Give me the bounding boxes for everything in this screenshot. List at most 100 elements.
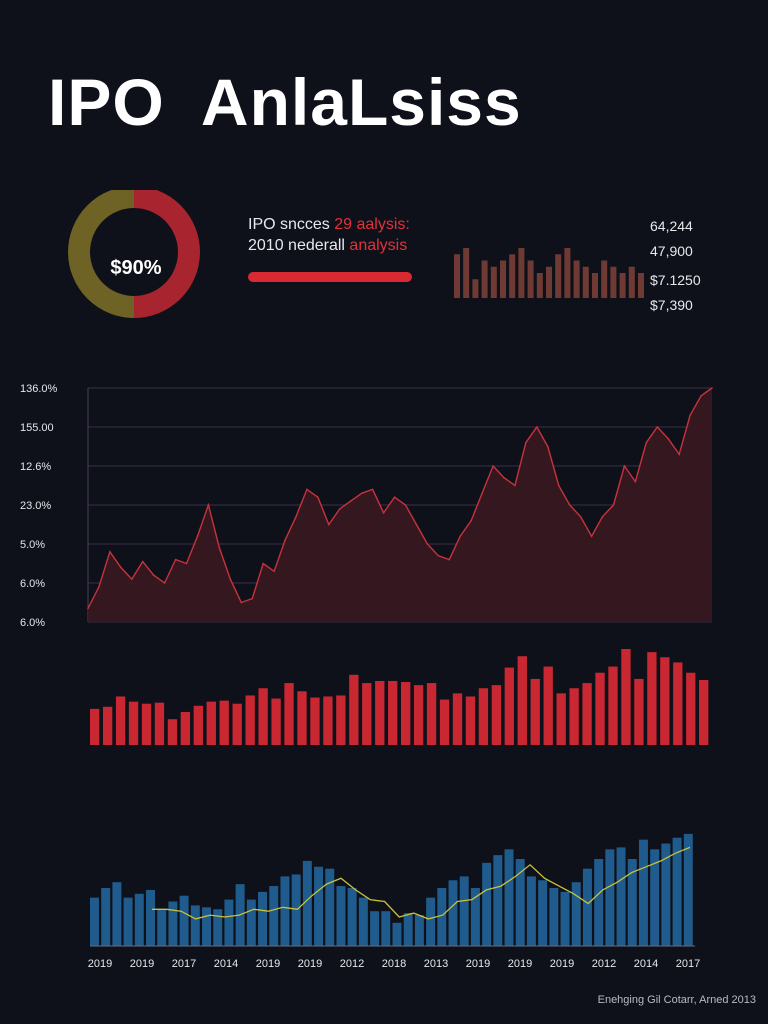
x-tick-label: 2019: [298, 958, 322, 970]
mini-bar: [509, 254, 516, 298]
bar: [280, 876, 290, 946]
data-point: [295, 515, 297, 518]
bar: [347, 888, 357, 946]
bar: [358, 897, 368, 946]
bar: [246, 899, 256, 946]
data-point: [612, 504, 615, 506]
data-point: [426, 543, 429, 545]
data-point: [536, 426, 538, 428]
bar: [491, 685, 502, 745]
y-tick-label: 136.0%: [20, 383, 58, 395]
donut-segment: [133, 190, 200, 318]
data-point: [229, 578, 232, 580]
x-tick-label: 2019: [466, 958, 490, 970]
data-point: [634, 480, 637, 483]
bar: [595, 672, 605, 745]
data-point: [306, 488, 308, 491]
bar: [167, 719, 178, 745]
mini-bar: [500, 260, 506, 298]
bar: [452, 693, 463, 745]
mini-bar: [601, 260, 608, 298]
x-tick-label: 2019: [550, 958, 574, 970]
bar: [582, 868, 592, 946]
stat-value: $7.1250: [650, 272, 701, 288]
bar: [515, 859, 525, 946]
bar: [517, 656, 527, 745]
x-tick-label: 2018: [382, 958, 406, 970]
bar: [673, 662, 683, 745]
x-tick-label: 2012: [340, 958, 364, 970]
bar: [302, 860, 312, 946]
bar: [439, 699, 450, 745]
mini-bar: [564, 248, 571, 298]
data-point: [470, 519, 472, 522]
info-panel: IPO sncces 29 aalysis: 2010 nederall ana…: [248, 214, 410, 256]
bar: [621, 649, 631, 745]
data-point: [284, 539, 286, 541]
bar: [134, 893, 144, 946]
bar: [605, 849, 615, 946]
bar: [102, 706, 113, 745]
bar: [493, 855, 503, 946]
data-point: [525, 441, 527, 444]
series-line: [87, 387, 713, 609]
data-point: [415, 523, 418, 526]
bar: [224, 899, 234, 946]
data-point: [492, 465, 494, 467]
data-point: [120, 566, 122, 569]
bar: [123, 897, 133, 946]
data-point: [590, 535, 593, 537]
stat-value: $7,390: [650, 297, 693, 313]
bar: [128, 701, 139, 745]
bar: [634, 678, 644, 745]
bar: [560, 891, 570, 946]
x-tick-label: 2019: [88, 958, 112, 970]
x-tick-label: 2019: [508, 958, 532, 970]
mini-bar: [573, 260, 580, 298]
mini-bar: [472, 279, 479, 298]
mini-bar: [619, 273, 626, 298]
data-point: [393, 496, 396, 498]
bar: [179, 895, 189, 946]
mini-bar: [454, 254, 460, 298]
y-tick-label: 12.6%: [20, 461, 51, 473]
mini-bar: [592, 273, 598, 298]
bar: [504, 667, 514, 745]
x-tick-label: 2014: [634, 958, 658, 970]
info-line-2-accent: analysis: [349, 237, 408, 254]
data-point: [317, 496, 319, 498]
bar: [284, 683, 294, 745]
bar: [258, 688, 268, 745]
bar: [269, 886, 279, 946]
data-point: [448, 558, 451, 561]
x-tick-label: 2014: [214, 958, 238, 970]
info-progress-bar: [248, 272, 412, 282]
bar: [112, 882, 122, 946]
y-tick-label: 6.0%: [20, 617, 45, 629]
data-point: [481, 492, 483, 495]
data-point: [503, 476, 505, 479]
bar: [314, 866, 324, 946]
red-bar-chart: [90, 649, 709, 745]
bar: [202, 907, 211, 946]
bar: [401, 682, 411, 745]
bar: [206, 701, 216, 745]
trend-line: [152, 846, 691, 920]
data-point: [404, 504, 407, 506]
data-point: [152, 574, 155, 576]
bar: [459, 876, 469, 946]
bar: [146, 889, 155, 946]
y-tick-label: 155.00: [20, 422, 54, 434]
x-tick-label: 2019: [256, 958, 280, 970]
data-point: [163, 582, 166, 584]
bar: [437, 888, 447, 946]
bar: [569, 688, 579, 745]
bar: [627, 859, 637, 946]
data-point: [141, 560, 144, 563]
data-point: [689, 414, 691, 417]
data-point: [579, 515, 582, 518]
bar: [219, 700, 229, 745]
bar: [426, 683, 437, 745]
bar: [180, 711, 191, 745]
bar: [470, 888, 480, 946]
